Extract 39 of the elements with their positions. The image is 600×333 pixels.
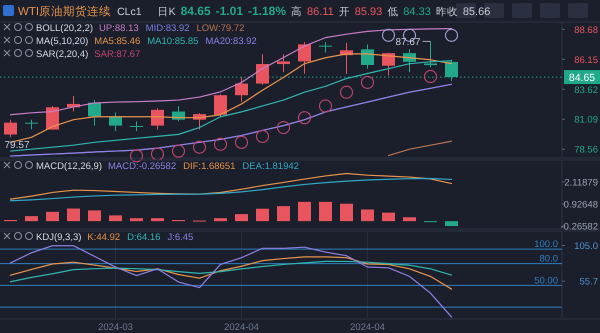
- annotation: SAR(2,20,4): [36, 49, 88, 60]
- series-label: DEA:1.81942: [242, 161, 299, 172]
- y-tick-label: 88.68: [574, 24, 598, 36]
- ref-line-label: 84.65: [568, 72, 596, 84]
- y-tick-label: 2.11879: [564, 177, 598, 188]
- y-tick-label: -0.26582: [560, 222, 598, 233]
- x-tick-label: 2024-04: [224, 322, 259, 333]
- y-tick-label: 55.7: [580, 276, 598, 288]
- text: CLc1 日K 84.65 -1.01 -1.18% 高 86.11 开 85.93 低 84.33 昨收 85.66: [117, 4, 490, 18]
- text: UP:88.13: [99, 23, 139, 34]
- annotation: MACD(12,26,9): [36, 161, 102, 172]
- x-tick-label: 2024-03: [98, 322, 133, 333]
- ref-line-label: 50.00: [534, 275, 558, 286]
- text: K:44.92: [87, 232, 120, 243]
- series-label: DIF:1.68651: [183, 161, 236, 172]
- text: MID:83.92: [146, 23, 190, 34]
- y-tick-label: 81.09: [574, 114, 598, 126]
- x-tick-label: 2024-04: [350, 322, 385, 333]
- annotation: BOLL(20,2,2): [36, 23, 94, 34]
- text: J:6.45: [167, 232, 194, 243]
- text: D:64.16: [127, 232, 160, 243]
- text: MA20:83.92: [205, 36, 257, 47]
- annotation: KDJ(9,3,3): [36, 232, 82, 243]
- text: MA5:85.46: [94, 36, 140, 47]
- y-tick-label: 83.62: [574, 84, 598, 96]
- annotation: MA(5,10,20): [36, 36, 88, 47]
- text: MA10:85.85: [147, 36, 198, 47]
- ref-line-label: 100.0: [534, 239, 558, 250]
- annotation: 79.57: [4, 140, 30, 152]
- y-tick-label: 105.0: [574, 241, 598, 252]
- text: SAR:87.67: [94, 49, 140, 60]
- text: LOW:79.72: [196, 23, 244, 34]
- annotation: MACD:-0.26582: [108, 161, 176, 172]
- y-tick-label: 86.15: [574, 54, 598, 66]
- chart-title: WTI原油期货连续: [18, 5, 112, 18]
- annotation: 87.67: [395, 36, 421, 48]
- y-tick-label: 78.56: [574, 144, 598, 156]
- y-tick-label: 0.92648: [564, 199, 598, 210]
- ref-line-label: 80.0: [540, 254, 558, 265]
